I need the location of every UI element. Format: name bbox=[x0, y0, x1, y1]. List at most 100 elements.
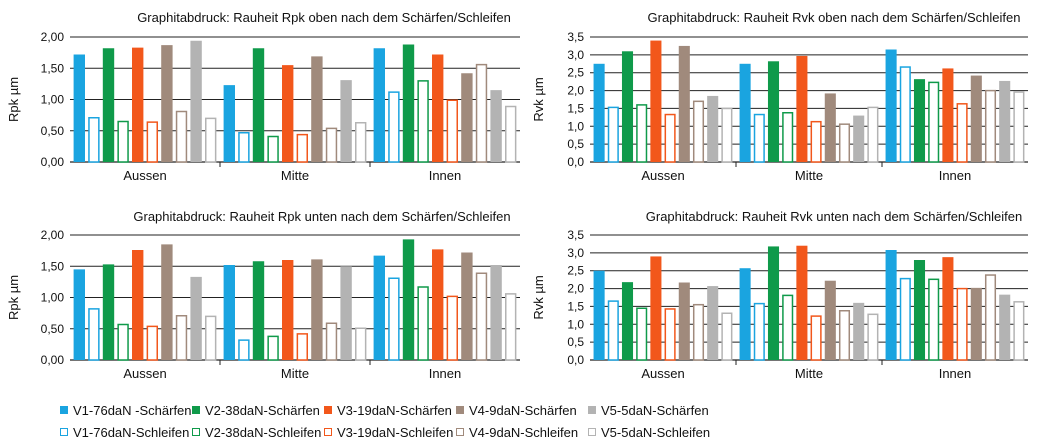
legend-item: V5-5daN-Schleifen bbox=[588, 425, 720, 440]
chart-2-y-tick-label: 1,5 bbox=[567, 101, 584, 115]
chart-1-category-label: Innen bbox=[429, 168, 462, 183]
chart-2-bar bbox=[739, 63, 751, 162]
legend-swatch bbox=[588, 428, 596, 436]
chart-1-bar bbox=[282, 65, 294, 162]
chart-2-y-tick-label: 3,0 bbox=[567, 48, 584, 62]
chart-3-bar bbox=[175, 315, 188, 361]
legend-item: V4-9daN-Schleifen bbox=[456, 425, 588, 440]
chart-4-bar bbox=[838, 310, 851, 361]
chart-1-bar bbox=[340, 80, 352, 162]
legend-item: V3-19daN-Schleifen bbox=[324, 425, 456, 440]
chart-3-bar bbox=[252, 261, 265, 360]
chart-2-category-label: Innen bbox=[939, 168, 972, 183]
chart-2-y-tick-label: 0,5 bbox=[567, 137, 584, 151]
legend-item: V4-9daN-Schärfen bbox=[456, 403, 588, 418]
chart-3-bar bbox=[267, 335, 279, 361]
chart-3-bar bbox=[117, 323, 129, 361]
chart-2-bar bbox=[767, 61, 780, 162]
chart-3-bar bbox=[373, 255, 385, 360]
chart-2-bar bbox=[956, 103, 968, 163]
chart-4-bar bbox=[928, 278, 940, 361]
chart-1-category-label: Aussen bbox=[123, 168, 166, 183]
chart-3-bar bbox=[505, 293, 517, 361]
chart-1-bar bbox=[267, 135, 279, 163]
chart-1-bar bbox=[73, 54, 85, 162]
legend-swatch bbox=[192, 428, 200, 436]
chart-3-bar bbox=[282, 260, 294, 360]
chart-1-bar bbox=[175, 110, 188, 163]
chart-2-y-tick-label: 3,5 bbox=[567, 30, 584, 44]
chart-1-bar bbox=[205, 117, 217, 163]
chart-3-bar bbox=[475, 272, 488, 361]
chart-3-bar bbox=[223, 265, 235, 360]
chart-1-bar bbox=[417, 80, 429, 163]
chart-2-bar bbox=[885, 49, 897, 162]
legend-label: V4-9daN-Schärfen bbox=[469, 402, 577, 418]
chart-4-bar bbox=[650, 256, 662, 360]
chart-2-bar bbox=[721, 107, 733, 163]
chart-2-bar bbox=[970, 75, 982, 162]
chart-2-category-label: Mitte bbox=[795, 168, 823, 183]
chart-1-y-tick-label: 0,50 bbox=[41, 124, 65, 138]
chart-4-bar bbox=[999, 294, 1011, 360]
chart-3-y-tick-label: 2,00 bbox=[41, 228, 65, 242]
chart-3-bar bbox=[238, 339, 250, 361]
chart-2-bar bbox=[913, 79, 926, 162]
chart-2-bar bbox=[607, 106, 619, 163]
legend-row-schaerfen: V1-76daN -Schärfen V2-38daN-Schärfen V3-19… bbox=[60, 399, 1040, 421]
chart-2-y-tick-label: 0,0 bbox=[567, 155, 584, 169]
chart-4-bar bbox=[899, 277, 911, 361]
chart-2-bar bbox=[796, 55, 808, 162]
chart-2-y-tick-label: 1,0 bbox=[567, 119, 584, 133]
chart-4-bar bbox=[593, 270, 605, 360]
chart-2-title: Graphitabdruck: Rauheit Rvk oben nach de… bbox=[648, 10, 1021, 25]
legend-item: V1-76daN-Schleifen bbox=[60, 425, 192, 440]
chart-2-bar bbox=[753, 113, 765, 163]
chart-2-y-tick-label: 2,5 bbox=[567, 66, 584, 80]
legend-label: V5-5daN-Schleifen bbox=[601, 424, 711, 440]
chart-3-y-tick-label: 0,50 bbox=[41, 322, 65, 336]
chart-2-bar bbox=[810, 120, 822, 163]
chart-4-y-tick-label: 2,5 bbox=[567, 264, 584, 278]
chart-1-y-axis-label: Rpk µm bbox=[6, 77, 21, 122]
chart-1-bar bbox=[505, 105, 517, 163]
chart-4-bar bbox=[913, 260, 926, 360]
legend-label: V5-5daN-Schärfen bbox=[601, 402, 709, 418]
legend-label: V4-9daN-Schleifen bbox=[469, 424, 579, 440]
chart-2-category-label: Aussen bbox=[641, 168, 684, 183]
chart-4-bar bbox=[621, 282, 634, 360]
chart-1-bar bbox=[238, 132, 250, 163]
chart-2-bar bbox=[621, 51, 634, 162]
chart-4-bar bbox=[796, 245, 808, 360]
legend-swatch bbox=[588, 406, 596, 414]
chart-2-bar bbox=[853, 115, 865, 162]
chart-4-bar bbox=[636, 307, 648, 361]
chart-1-bar bbox=[325, 127, 338, 163]
chart-4-title: Graphitabdruck: Rauheit Rvk unten nach d… bbox=[646, 209, 1023, 224]
chart-1-bar bbox=[223, 85, 235, 162]
chart-4-bar bbox=[692, 303, 705, 361]
chart-2-bar bbox=[636, 104, 648, 163]
chart-1-bar bbox=[102, 48, 115, 162]
chart-3-bar bbox=[355, 327, 367, 361]
chart-3-title: Graphitabdruck: Rauheit Rpk unten nach d… bbox=[133, 209, 510, 224]
chart-4-category-label: Mitte bbox=[795, 366, 823, 381]
chart-2-bar bbox=[942, 68, 954, 162]
chart-2-y-axis-label: Rvk µm bbox=[531, 77, 546, 121]
chart-3-bar bbox=[417, 286, 429, 361]
chart-2-bar bbox=[782, 112, 794, 163]
chart-1-bar bbox=[373, 48, 385, 162]
chart-4-bar bbox=[707, 286, 719, 360]
chart-4-y-tick-label: 1,0 bbox=[567, 317, 584, 331]
chart-2-bar bbox=[838, 123, 851, 163]
chart-4-bar bbox=[810, 315, 822, 361]
chart-4-bar bbox=[956, 287, 968, 361]
chart-4-y-tick-label: 3,5 bbox=[567, 228, 584, 242]
legend-label: V1-76daN-Schleifen bbox=[73, 424, 190, 440]
legend-item: V5-5daN-Schärfen bbox=[588, 403, 720, 418]
chart-1-bar bbox=[475, 63, 488, 163]
chart-1-bar bbox=[402, 44, 415, 162]
legend: V1-76daN -Schärfen V2-38daN-Schärfen V3-19… bbox=[60, 399, 1040, 443]
chart-3-category-label: Innen bbox=[429, 366, 462, 381]
legend-item: V2-38daN-Schleifen bbox=[192, 425, 324, 440]
